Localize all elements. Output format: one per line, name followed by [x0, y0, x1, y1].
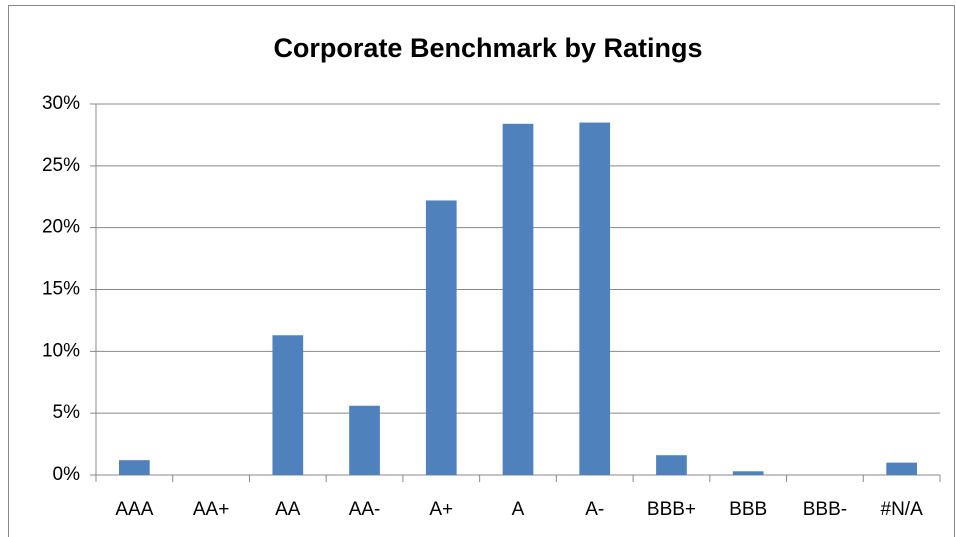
- y-tick-label: 25%: [42, 155, 80, 176]
- x-tick-label: AAA: [115, 499, 153, 520]
- bar: [425, 200, 457, 475]
- bar: [272, 335, 304, 475]
- y-tick-label: 5%: [53, 402, 81, 423]
- bar: [656, 455, 687, 475]
- y-tick-label: 20%: [42, 217, 80, 238]
- x-tick-label: AA: [275, 499, 301, 520]
- y-tick-label: 10%: [42, 340, 80, 361]
- x-tick-label: A+: [429, 499, 453, 520]
- bar: [119, 460, 150, 475]
- y-tick-label: 30%: [42, 93, 80, 114]
- x-tick-label: BBB+: [647, 499, 696, 520]
- x-tick-label: AA+: [193, 499, 229, 520]
- bar: [502, 123, 534, 475]
- chart-title: Corporate Benchmark by Ratings: [273, 33, 702, 63]
- bar: [349, 405, 380, 475]
- x-tick-label: A-: [585, 499, 604, 520]
- x-tick-label: #N/A: [881, 499, 924, 520]
- y-tick-label: 0%: [53, 464, 81, 485]
- chart-frame: [8, 5, 955, 537]
- y-tick-label: 15%: [42, 279, 80, 300]
- x-tick-label: BBB: [729, 499, 767, 520]
- x-tick-label: AA-: [349, 499, 381, 520]
- x-tick-label: A: [512, 499, 525, 520]
- bar: [579, 122, 611, 476]
- x-tick-label: BBB-: [803, 499, 847, 520]
- bar: [886, 462, 917, 475]
- bar: [732, 471, 764, 475]
